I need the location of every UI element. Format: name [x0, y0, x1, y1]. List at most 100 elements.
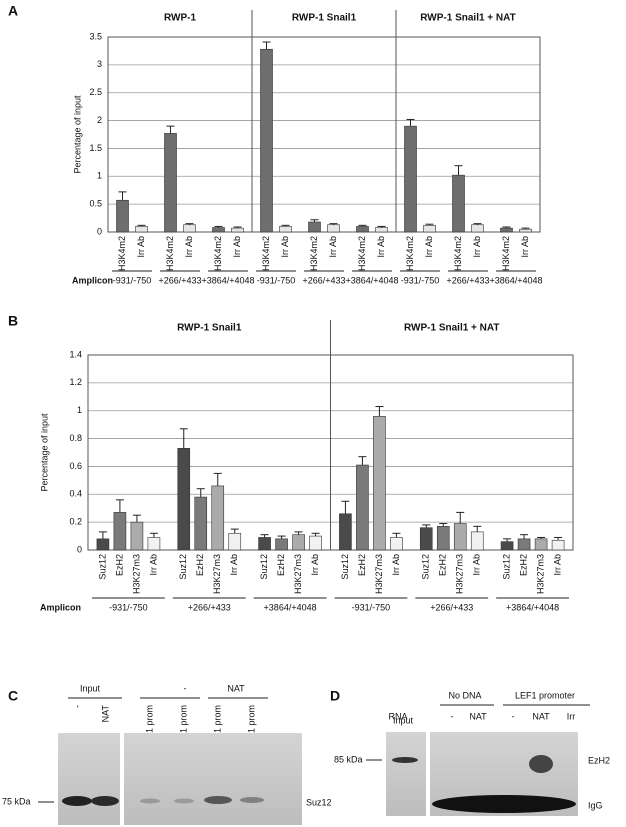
bar-label: H3K27m3 [212, 554, 222, 594]
bar-label: H3K4m2 [213, 236, 223, 271]
bar-label: Irr Ab [520, 236, 530, 258]
band [174, 798, 194, 804]
marker-label: 75 kDa [2, 796, 31, 806]
amplicon-label: +266/+433 [430, 602, 473, 612]
bar-label: Irr Ab [472, 236, 482, 258]
bar [308, 221, 321, 233]
y-tick-label: 0 [77, 544, 82, 554]
y-tick-label: 0.6 [69, 461, 82, 471]
bar-label: Irr Ab [280, 236, 290, 258]
bar-label: EzH2 [357, 554, 367, 576]
panel-letter: C [8, 688, 18, 704]
group-title: RWP-1 Snail1 [177, 323, 242, 334]
lane-label: NAT [100, 705, 110, 723]
bar-label: Suz12 [340, 554, 350, 580]
bar [260, 48, 273, 233]
bar-label: H3K4m2 [165, 236, 175, 271]
header: Input [393, 715, 414, 725]
marker-label: 85 kDa [334, 754, 363, 764]
bar [231, 227, 244, 233]
bar [279, 226, 292, 233]
bar-label: H3K4m2 [117, 236, 127, 271]
bar [519, 228, 532, 233]
bar [500, 541, 514, 551]
band [62, 796, 92, 806]
group-title: RWP-1 Snail1 [292, 13, 357, 24]
bar [356, 464, 369, 551]
group-title: RWP-1 Snail1 + NAT [404, 323, 499, 334]
amplicon-label: +266/+433 [302, 275, 345, 285]
bar-label: EzH2 [276, 554, 286, 576]
bar [135, 226, 148, 233]
panel-letter: A [8, 3, 18, 19]
bar [470, 531, 484, 551]
y-tick-label: 0.4 [69, 489, 82, 499]
y-tick-label: 0.8 [69, 433, 82, 443]
bar-label: Suz12 [421, 554, 431, 580]
bar [96, 538, 110, 551]
bar-label: H3K27m3 [293, 554, 303, 594]
bar [228, 532, 242, 551]
bar [275, 538, 288, 551]
y-tick-label: 3.5 [89, 31, 102, 41]
header: - [184, 683, 187, 693]
bar [164, 133, 177, 233]
bar [194, 496, 208, 551]
lane-label: NAT [532, 711, 550, 721]
amplicon-label: +266/+433 [188, 602, 231, 612]
bar-label: Irr Ab [391, 554, 401, 576]
y-tick-label: 1.5 [89, 143, 102, 153]
bar-label: Irr Ab [136, 236, 146, 258]
band [392, 757, 418, 763]
y-tick-label: 1 [97, 171, 102, 181]
amplicon-label: +3864/+4048 [506, 602, 559, 612]
amplicon-label: -931/-750 [401, 275, 440, 285]
amplicon-label: +266/+433 [158, 275, 201, 285]
bar [327, 224, 340, 233]
bar [356, 226, 369, 233]
bar-label: H3K27m3 [535, 554, 545, 594]
y-tick-label: 0.2 [69, 517, 82, 527]
y-tick-label: 1 [77, 405, 82, 415]
bar-label: Suz12 [97, 554, 107, 580]
bar [551, 539, 565, 551]
amplicon-label: +3864/+4048 [489, 275, 542, 285]
amplicon-label: +266/+433 [446, 275, 489, 285]
y-tick-label: 1.4 [69, 349, 82, 359]
bar-label: Suz12 [259, 554, 269, 580]
bar-label: EzH2 [114, 554, 124, 576]
bar [423, 225, 436, 233]
amplicon-label: +3864/+4048 [264, 602, 317, 612]
bar-label: EzH2 [438, 554, 448, 576]
bar-label: Irr Ab [328, 236, 338, 258]
bar [534, 538, 548, 551]
x-axis-label: Amplicon [40, 602, 81, 612]
bar-label: Irr Ab [376, 236, 386, 258]
header: No DNA [448, 690, 481, 700]
bar [183, 224, 196, 233]
lane-label: - [512, 711, 515, 721]
header: LEF1 promoter [515, 690, 575, 700]
blot [58, 733, 120, 825]
bar-label: H3K4m2 [405, 236, 415, 271]
amplicon-label: -931/-750 [352, 602, 391, 612]
panel-letter: D [330, 688, 340, 704]
band-label: IgG [588, 800, 603, 810]
bar [517, 538, 531, 551]
bar [471, 224, 484, 233]
y-tick-label: 0 [97, 226, 102, 236]
bar [375, 227, 388, 233]
bar [113, 512, 127, 551]
bar-label: H3K27m3 [131, 554, 141, 594]
y-tick-label: 2.5 [89, 87, 102, 97]
bar [116, 199, 129, 233]
bar [436, 526, 450, 551]
band [204, 796, 232, 804]
bar-label: H3K4m2 [357, 236, 367, 271]
bar [147, 537, 161, 551]
bar [212, 227, 225, 233]
y-tick-label: 0.5 [89, 199, 102, 209]
lane-label: - [451, 711, 454, 721]
bar-label: H3K4m2 [261, 236, 271, 271]
